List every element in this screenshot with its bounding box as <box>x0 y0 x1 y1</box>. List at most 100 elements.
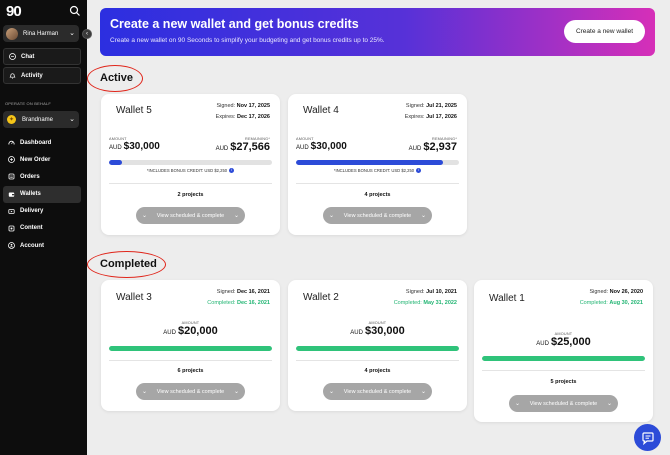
chat-bubble-icon <box>641 431 654 445</box>
delivery-icon <box>8 208 15 215</box>
sidebar-item-label: Chat <box>21 53 35 60</box>
progress-bar <box>109 346 272 351</box>
bonus-note: *INCLUDES BONUS CREDIT: USD $2,250 i <box>101 168 280 174</box>
logo[interactable]: 90 <box>6 3 22 20</box>
expires-date: Dec 17, 2026 <box>236 114 270 120</box>
project-count: 6 projects <box>177 368 204 374</box>
create-wallet-button[interactable]: Create a new wallet <box>564 20 645 43</box>
brand-icon: ✦ <box>7 115 16 124</box>
chat-icon <box>9 53 16 60</box>
chevron-down-icon: ⌄ <box>142 389 148 395</box>
progress-fill <box>109 346 272 351</box>
project-count: 4 projects <box>364 192 391 198</box>
sidebar-item-label: Orders <box>20 173 40 180</box>
wallet-name: Wallet 3 <box>116 292 152 303</box>
signed-date: Jul 10, 2021 <box>426 289 457 295</box>
sidebar-item-chat[interactable]: Chat <box>3 48 81 65</box>
chevron-down-icon: ⌄ <box>233 213 239 219</box>
project-count: 5 projects <box>550 379 577 385</box>
banner-title: Create a new wallet and get bonus credit… <box>110 17 359 31</box>
bell-icon <box>9 72 16 79</box>
section-title-completed: Completed <box>100 258 157 270</box>
progress-fill <box>109 160 123 165</box>
wallet-icon <box>8 191 15 198</box>
chevron-down-icon: ⌄ <box>329 213 335 219</box>
wallet-name: Wallet 1 <box>489 293 525 304</box>
view-scheduled-button[interactable]: ⌄ View scheduled & complete ⌄ <box>136 383 245 400</box>
brand-selector[interactable]: ✦ Brandname ⌄ <box>3 111 79 128</box>
info-icon[interactable]: i <box>229 168 235 174</box>
chevron-down-icon: ⌄ <box>233 389 239 395</box>
divider <box>109 360 272 361</box>
view-scheduled-button[interactable]: ⌄ View scheduled & complete ⌄ <box>323 383 432 400</box>
operate-on-behalf-label: OPERATE ON BEHALF <box>5 101 52 106</box>
wallet-dates: Signed: Dec 16, 2021 Completed: Dec 16, … <box>207 289 270 306</box>
brand-name: Brandname <box>22 116 54 123</box>
sidebar-item-new-order[interactable]: New Order <box>3 151 81 168</box>
wallet-amount: $25,000 <box>550 336 591 348</box>
dashboard-icon <box>8 139 15 146</box>
annotation-circle <box>87 251 166 278</box>
sidebar-item-dashboard[interactable]: Dashboard <box>3 134 81 151</box>
signed-date: Dec 16, 2021 <box>236 289 270 295</box>
chat-support-button[interactable] <box>634 424 661 451</box>
sidebar-item-delivery[interactable]: Delivery <box>3 203 81 220</box>
wallet-card: Wallet 4 Signed: Jul 21, 2025 Expires: J… <box>288 94 467 235</box>
sidebar-item-label: Wallets <box>20 191 41 198</box>
divider <box>296 360 459 361</box>
view-scheduled-button[interactable]: ⌄ View scheduled & complete ⌄ <box>509 395 618 412</box>
amount-block: AMOUNT AUD $20,000 <box>163 321 218 337</box>
wallet-card: Wallet 3 Signed: Dec 16, 2021 Completed:… <box>101 280 280 411</box>
expires-date: Jul 17, 2026 <box>426 114 457 120</box>
wallet-dates: Signed: Nov 26, 2020 Completed: Aug 30, … <box>579 289 643 306</box>
progress-fill <box>296 160 443 165</box>
sidebar-item-label: Delivery <box>20 208 44 215</box>
wallet-dates: Signed: Nov 17, 2025 Expires: Dec 17, 20… <box>215 103 270 120</box>
orders-icon <box>8 173 15 180</box>
wallet-amount: $30,000 <box>123 141 160 152</box>
chevron-down-icon: ⌄ <box>69 116 75 123</box>
wallet-name: Wallet 2 <box>303 292 339 303</box>
chevron-down-icon: ⌄ <box>142 213 148 219</box>
chevron-down-icon: ⌄ <box>69 30 75 37</box>
user-menu[interactable]: Rina Harman ⌄ <box>3 25 79 42</box>
view-scheduled-button[interactable]: ⌄ View scheduled & complete ⌄ <box>323 207 432 224</box>
wallet-name: Wallet 4 <box>303 105 339 116</box>
sidebar-item-account[interactable]: Account <box>3 237 81 254</box>
wallet-card: Wallet 2 Signed: Jul 10, 2021 Completed:… <box>288 280 467 411</box>
sidebar-item-label: Dashboard <box>20 139 52 146</box>
wallet-dates: Signed: Jul 21, 2025 Expires: Jul 17, 20… <box>404 103 457 120</box>
nav-main: Dashboard New Order Orders Wallets Deliv… <box>3 134 81 254</box>
promo-banner: Create a new wallet and get bonus credit… <box>100 8 655 56</box>
progress-bar <box>109 160 272 165</box>
project-count: 4 projects <box>364 368 391 374</box>
chevron-down-icon: ⌄ <box>420 213 426 219</box>
view-scheduled-button[interactable]: ⌄ View scheduled & complete ⌄ <box>136 207 245 224</box>
user-name: Rina Harman <box>23 30 59 37</box>
wallet-remaining: $2,937 <box>423 141 457 153</box>
signed-date: Nov 26, 2020 <box>609 289 643 295</box>
wallet-amount: $30,000 <box>310 141 347 152</box>
progress-fill <box>296 346 459 351</box>
content-icon <box>8 225 15 232</box>
sidebar-item-content[interactable]: Content <box>3 220 81 237</box>
nav-top: Chat Activity <box>3 48 81 86</box>
sidebar-item-orders[interactable]: Orders <box>3 168 81 185</box>
section-title-active: Active <box>100 72 134 84</box>
divider <box>109 183 272 184</box>
remaining-block: REMAINING* AUD $27,566 <box>215 137 270 153</box>
completed-date: Aug 30, 2021 <box>609 300 643 306</box>
chevron-down-icon: ⌄ <box>606 401 612 407</box>
search-icon[interactable] <box>69 5 81 17</box>
sidebar-item-activity[interactable]: Activity <box>3 67 81 84</box>
chevron-down-icon: ⌄ <box>329 389 335 395</box>
sidebar-item-label: Content <box>20 225 43 232</box>
sidebar-item-label: New Order <box>20 156 51 163</box>
divider <box>296 183 459 184</box>
sidebar-item-label: Account <box>20 242 44 249</box>
chevron-left-icon: ‹ <box>86 31 88 37</box>
sidebar-item-label: Activity <box>21 72 43 79</box>
collapse-sidebar-button[interactable]: ‹ <box>82 29 92 39</box>
info-icon[interactable]: i <box>416 168 422 174</box>
sidebar-item-wallets[interactable]: Wallets <box>3 185 81 203</box>
